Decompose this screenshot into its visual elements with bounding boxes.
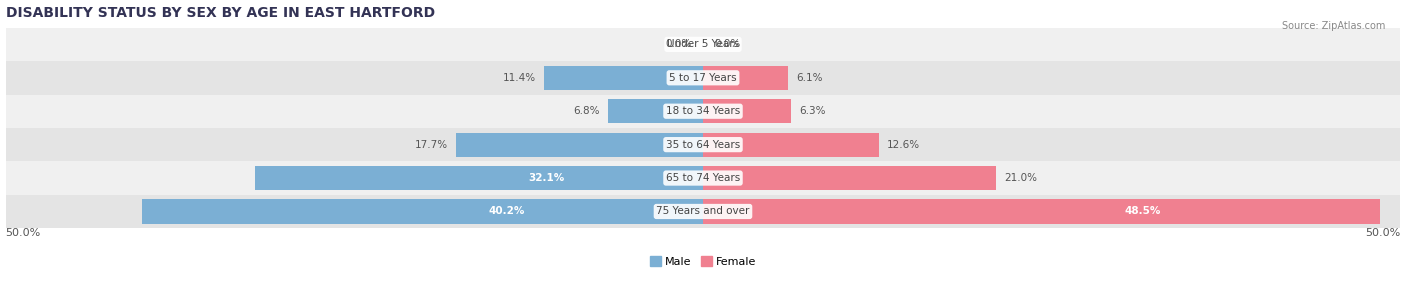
Legend: Male, Female: Male, Female [650,256,756,267]
Text: 48.5%: 48.5% [1125,206,1161,216]
Bar [6,161,1400,195]
Bar [6,195,1400,228]
Bar [6,95,1400,128]
Text: 6.8%: 6.8% [574,106,600,116]
Text: 18 to 34 Years: 18 to 34 Years [666,106,740,116]
Bar [6,61,1400,95]
Text: 12.6%: 12.6% [887,140,921,150]
Text: 50.0%: 50.0% [6,228,41,238]
Bar [609,99,703,123]
Bar [703,133,879,157]
Bar [6,28,1400,61]
Bar [6,128,1400,161]
Text: 75 Years and over: 75 Years and over [657,206,749,216]
Text: 6.1%: 6.1% [796,73,823,83]
Text: 50.0%: 50.0% [1365,228,1400,238]
Text: 40.2%: 40.2% [488,206,524,216]
Text: 0.0%: 0.0% [714,40,741,49]
Text: Under 5 Years: Under 5 Years [666,40,740,49]
Text: 6.3%: 6.3% [799,106,825,116]
Bar [142,199,703,223]
Bar [703,99,792,123]
Text: 21.0%: 21.0% [1004,173,1038,183]
Text: DISABILITY STATUS BY SEX BY AGE IN EAST HARTFORD: DISABILITY STATUS BY SEX BY AGE IN EAST … [6,5,434,19]
Bar [456,133,703,157]
Text: Source: ZipAtlas.com: Source: ZipAtlas.com [1281,21,1385,31]
Text: 17.7%: 17.7% [415,140,447,150]
Text: 32.1%: 32.1% [529,173,564,183]
Bar [703,166,995,190]
Bar [703,66,789,90]
Text: 65 to 74 Years: 65 to 74 Years [666,173,740,183]
Text: 5 to 17 Years: 5 to 17 Years [669,73,737,83]
Text: 11.4%: 11.4% [502,73,536,83]
Bar [703,199,1379,223]
Bar [256,166,703,190]
Bar [544,66,703,90]
Text: 0.0%: 0.0% [665,40,692,49]
Text: 35 to 64 Years: 35 to 64 Years [666,140,740,150]
